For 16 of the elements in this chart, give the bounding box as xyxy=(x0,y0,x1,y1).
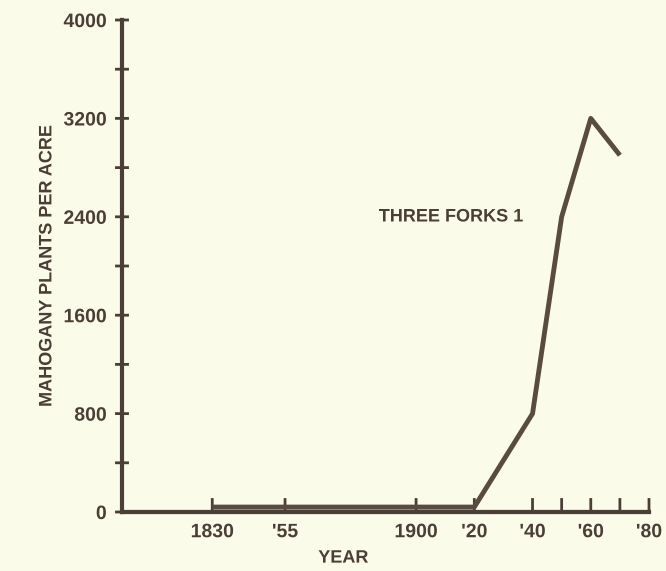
x-tick-label: 1830 xyxy=(192,524,234,538)
x-tick-label: '80 xyxy=(636,524,662,538)
y-tick-label: 4000 xyxy=(64,13,106,28)
x-tick-label: 1900 xyxy=(396,524,437,538)
x-tick-label: '40 xyxy=(520,524,545,538)
y-tick-label: 2400 xyxy=(64,210,106,224)
y-tick-label: 0 xyxy=(96,505,106,520)
y-axis-title: MAHOGANY PLANTS PER ACRE xyxy=(38,126,52,406)
x-tick-label: '60 xyxy=(578,524,604,538)
y-tick-label: 3200 xyxy=(64,112,106,126)
x-tick-label: '20 xyxy=(462,524,487,538)
y-tick-label: 1600 xyxy=(64,308,106,322)
x-axis-title: YEAR xyxy=(318,550,368,563)
text: THREE FORKS 1 xyxy=(378,208,523,222)
x-tick-label: '55 xyxy=(272,524,298,538)
y-tick-label: 800 xyxy=(74,407,106,421)
